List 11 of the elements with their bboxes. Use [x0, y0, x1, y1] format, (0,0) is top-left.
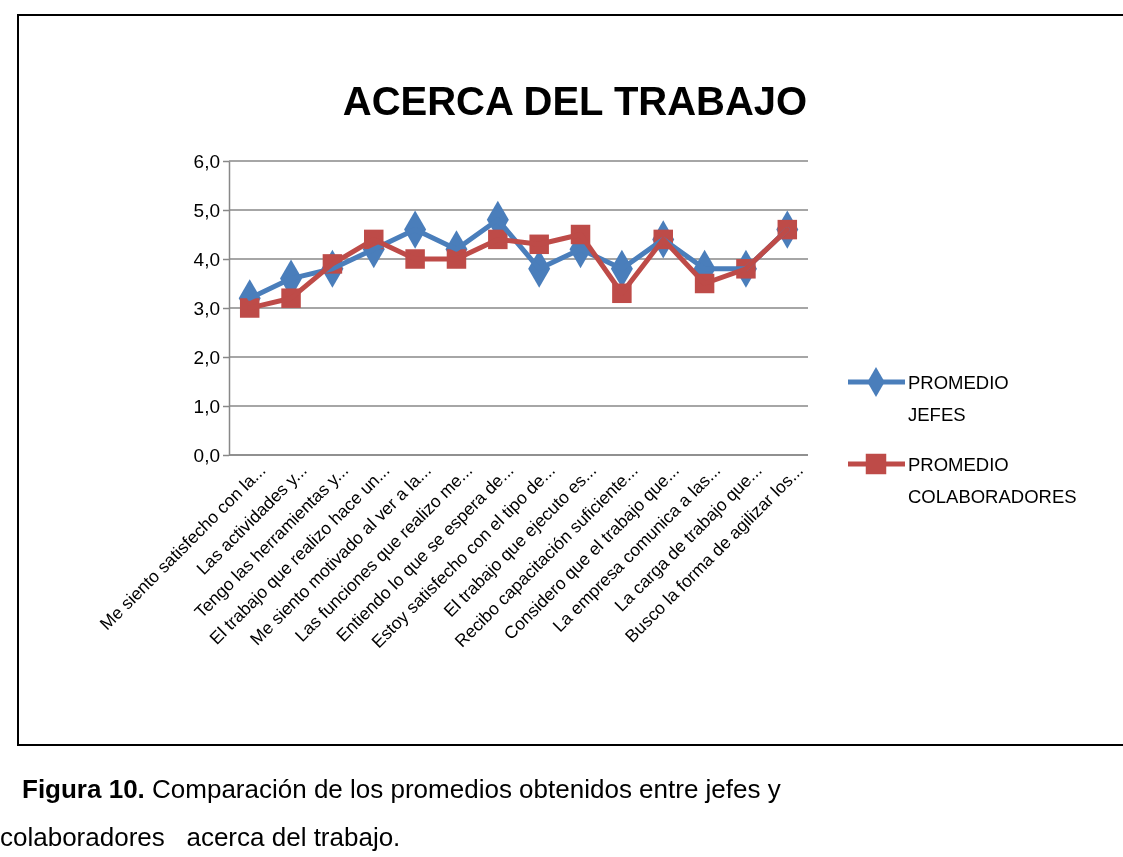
- y-tick-label: 1,0: [193, 395, 220, 417]
- text: Figura 10. Comparación de los promedios obtenidos entre jefes y colaboradores acerca del trabajo.: [0, 774, 781, 852]
- y-tick-label: 5,0: [193, 199, 220, 221]
- y-tick-label: 0,0: [193, 444, 220, 466]
- chart-title: ACERCA DEL TRABAJO: [342, 79, 808, 123]
- y-tick-label: 3,0: [193, 297, 220, 319]
- legend-label: PROMEDIO COLABORADORES: [908, 454, 1077, 507]
- y-tick-label: 2,0: [193, 346, 220, 368]
- y-tick-label: 6,0: [193, 150, 220, 172]
- legend-label: PROMEDIO JEFES: [908, 372, 1009, 425]
- y-tick-label: 4,0: [193, 248, 220, 270]
